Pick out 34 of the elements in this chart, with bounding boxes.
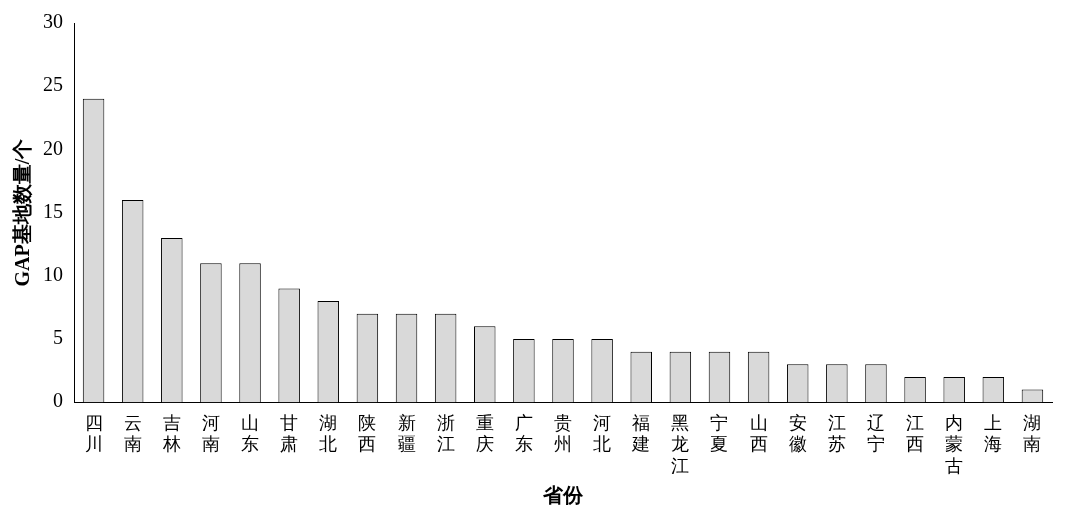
x-tick-label: 甘肃	[280, 412, 299, 455]
x-tick-label: 四川	[84, 412, 103, 455]
x-tick-label: 黑龙江	[671, 412, 690, 476]
x-tick-label: 上海	[984, 412, 1003, 455]
y-tick-label: 10	[43, 263, 63, 286]
x-tick-label: 辽宁	[866, 412, 885, 455]
x-tick-label: 山东	[241, 412, 260, 455]
x-tick-label: 云南	[123, 412, 142, 455]
x-tick-label: 重庆	[475, 412, 494, 455]
x-tick-label: 山西	[749, 412, 768, 455]
x-tick-label: 湖南	[1023, 412, 1042, 455]
x-tick-label: 宁夏	[710, 412, 729, 455]
x-tick-label: 内蒙古	[945, 412, 964, 476]
x-tick-label: 浙江	[436, 412, 455, 455]
y-tick-label: 5	[53, 326, 63, 349]
x-tick-label: 江苏	[827, 412, 846, 455]
x-tick-label: 湖北	[319, 412, 338, 455]
y-tick-label: 25	[43, 73, 63, 96]
y-tick-label: 20	[43, 136, 63, 159]
x-tick-label: 江西	[906, 412, 925, 455]
y-axis-title: GAP基地数量/个	[11, 138, 34, 287]
x-tick-label: 河北	[593, 412, 612, 455]
y-tick-label: 15	[43, 199, 63, 222]
x-axis-title: 省份	[542, 484, 584, 507]
x-tick-label: 贵州	[554, 412, 572, 455]
x-tick-label: 河南	[201, 412, 220, 455]
x-tick-label: 吉林	[161, 412, 181, 455]
x-tick-label: 新疆	[397, 412, 416, 455]
x-tick-label: 福建	[631, 412, 651, 455]
y-tick-label: 30	[43, 10, 63, 33]
x-tick-label: 陕西	[358, 412, 377, 455]
y-tick-label: 0	[53, 389, 63, 412]
x-tick-label: 广东	[514, 412, 533, 455]
x-tick-label: 安徽	[788, 412, 807, 455]
